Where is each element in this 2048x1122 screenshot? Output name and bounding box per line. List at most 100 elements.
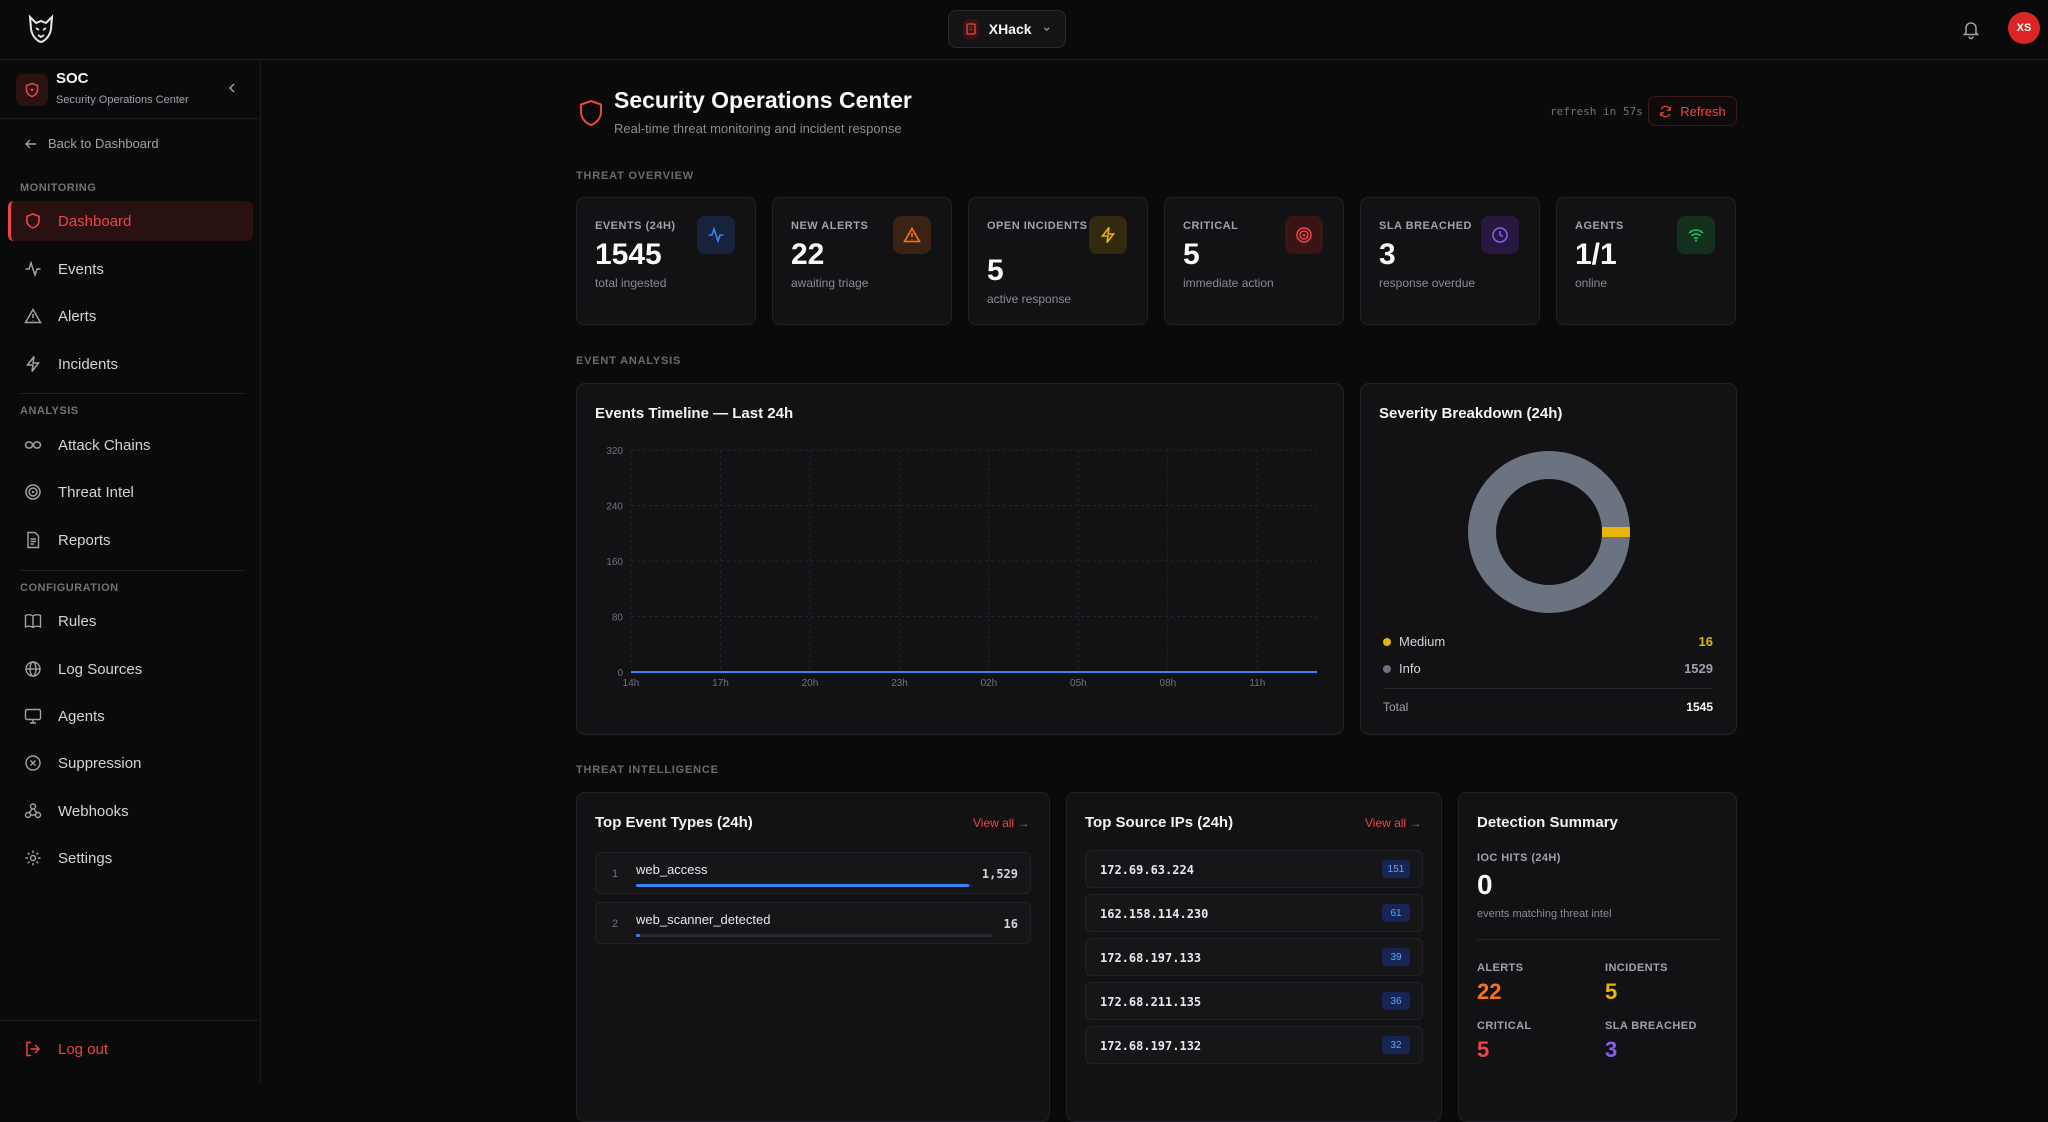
card-title: Top Event Types (24h) [595, 814, 753, 831]
view-all-link[interactable]: View all → [1365, 816, 1422, 830]
top-source-ips-card: Top Source IPs (24h) View all → 172.69.6… [1066, 792, 1442, 1122]
stat-subtext: online [1575, 276, 1608, 290]
critical-value: 5 [1477, 1037, 1490, 1062]
sidebar-item-settings[interactable]: Settings [8, 838, 253, 878]
y-tick-label: 160 [606, 557, 623, 568]
ioc-hits-value: 0 [1477, 869, 1493, 900]
sidebar-item-rules[interactable]: Rules [8, 601, 253, 641]
sla-breached-value: 3 [1605, 1037, 1618, 1062]
incidents-value: 5 [1605, 979, 1618, 1004]
list-item[interactable]: 2 web_scanner_detected 16 [595, 902, 1031, 944]
divider [20, 570, 246, 571]
top-event-types-card: Top Event Types (24h) View all → 1 web_a… [576, 792, 1050, 1122]
back-to-dashboard-link[interactable]: Back to Dashboard [24, 136, 159, 151]
sidebar-item-alerts[interactable]: Alerts [8, 296, 253, 336]
sidebar-item-label: Attack Chains [58, 436, 151, 454]
bell-icon[interactable] [1960, 18, 1982, 40]
sidebar-item-incidents[interactable]: Incidents [8, 344, 253, 384]
stat-subtext: immediate action [1183, 276, 1274, 290]
refresh-button[interactable]: Refresh [1648, 96, 1737, 126]
stat-card-critical[interactable]: CRITICAL 5 immediate action [1164, 197, 1344, 325]
chevron-left-icon[interactable] [224, 80, 240, 96]
legend-value: 16 [1698, 634, 1713, 649]
file-text-icon [27, 531, 40, 549]
sidebar-item-events[interactable]: Events [8, 249, 253, 289]
table-row[interactable]: 172.68.197.133 39 [1085, 938, 1423, 976]
donut-slice-info[interactable] [1468, 451, 1630, 613]
table-row[interactable]: 162.158.114.230 61 [1085, 894, 1423, 932]
refresh-label: Refresh [1680, 103, 1726, 119]
severity-breakdown-card: Severity Breakdown (24h) Medium 16 Info … [1360, 383, 1737, 735]
table-row[interactable]: 172.68.197.132 32 [1085, 1026, 1423, 1064]
sidebar-item-label: Incidents [58, 355, 119, 373]
stat-card-agents[interactable]: AGENTS 1/1 online [1556, 197, 1736, 325]
sidebar-item-log-sources[interactable]: Log Sources [8, 649, 253, 689]
x-circle-icon [25, 755, 41, 771]
target-icon [1285, 216, 1323, 254]
detection-summary-card: Detection Summary IOC HITS (24H) 0 event… [1458, 792, 1737, 1122]
stat-subtext: response overdue [1379, 276, 1476, 290]
stat-label: CRITICAL [1183, 220, 1239, 232]
total-value: 1545 [1686, 700, 1713, 714]
sidebar-item-attack-chains[interactable]: Attack Chains [8, 425, 253, 465]
alert-triangle-icon [893, 216, 931, 254]
stat-card-new-alerts[interactable]: NEW ALERTS 22 awaiting triage [772, 197, 952, 325]
stat-value: 1545 [595, 238, 662, 271]
legend-dot [1383, 664, 1391, 673]
avatar[interactable]: XS [2008, 12, 2040, 44]
sidebar-item-suppression[interactable]: Suppression [8, 743, 253, 783]
section-heading-threat-overview: THREAT OVERVIEW [576, 170, 694, 182]
stat-card-open-incidents[interactable]: OPEN INCIDENTS 5 active response [968, 197, 1148, 325]
ip-address: 172.69.63.224 [1100, 863, 1194, 877]
sidebar-item-reports[interactable]: Reports [8, 520, 253, 560]
wolf-logo-icon[interactable] [26, 14, 56, 44]
legend-label: Medium [1399, 634, 1446, 649]
ioc-hits-subtext: events matching threat intel [1477, 908, 1612, 920]
lightning-icon [25, 356, 41, 372]
ip-address: 172.68.197.132 [1100, 1039, 1202, 1053]
wifi-icon [1677, 216, 1715, 254]
stat-card-sla-breached[interactable]: SLA BREACHED 3 response overdue [1360, 197, 1540, 325]
card-title: Severity Breakdown (24h) [1379, 405, 1563, 422]
arrow-left-icon [25, 139, 36, 148]
sla-breached-label: SLA BREACHED [1605, 1020, 1697, 1032]
sidebar-item-agents[interactable]: Agents [8, 696, 253, 736]
ioc-hits-label: IOC HITS (24H) [1477, 852, 1561, 864]
section-heading-threat-intelligence: THREAT INTELLIGENCE [576, 764, 719, 776]
bar-fill [636, 884, 969, 887]
org-name: XHack [988, 21, 1032, 37]
webhook-icon [24, 803, 42, 819]
alerts-value: 22 [1477, 979, 1502, 1004]
sidebar-subtitle: Security Operations Center [56, 94, 189, 106]
stat-value: 22 [791, 238, 825, 271]
critical-label: CRITICAL [1477, 1020, 1532, 1032]
stat-value: 1/1 [1575, 238, 1617, 271]
sidebar-item-label: Events [58, 260, 104, 278]
logout-button[interactable]: Log out [24, 1040, 108, 1058]
view-all-link[interactable]: View all → [973, 816, 1030, 830]
section-label-configuration: CONFIGURATION [20, 582, 119, 594]
org-switcher[interactable]: XHack [948, 10, 1066, 48]
sidebar-item-label: Reports [58, 531, 111, 549]
divider [0, 1020, 261, 1021]
card-title: Detection Summary [1477, 814, 1618, 831]
section-heading-event-analysis: EVENT ANALYSIS [576, 355, 682, 367]
sidebar-item-webhooks[interactable]: Webhooks [8, 791, 253, 831]
alert-triangle-icon [24, 307, 42, 324]
shield-icon [26, 213, 40, 229]
bar-track [636, 934, 992, 937]
target-icon [25, 484, 41, 500]
events-timeline-chart[interactable]: 0 80 160 240 320 14h 17h 20h 23h 02h 05h 08h 11h [577, 384, 1345, 736]
legend-row-medium: Medium 16 [1383, 634, 1713, 649]
stat-label: NEW ALERTS [791, 220, 869, 232]
divider [1477, 939, 1719, 940]
severity-donut-chart[interactable] [1361, 384, 1738, 736]
sidebar-item-dashboard[interactable]: Dashboard [8, 201, 253, 241]
table-row[interactable]: 172.68.211.135 36 [1085, 982, 1423, 1020]
table-row[interactable]: 172.69.63.224 151 [1085, 850, 1423, 888]
sidebar-item-label: Dashboard [58, 212, 132, 230]
log-out-icon [26, 1041, 41, 1057]
list-item[interactable]: 1 web_access 1,529 [595, 852, 1031, 894]
sidebar-item-threat-intel[interactable]: Threat Intel [8, 472, 253, 512]
stat-card-events[interactable]: EVENTS (24H) 1545 total ingested [576, 197, 756, 325]
